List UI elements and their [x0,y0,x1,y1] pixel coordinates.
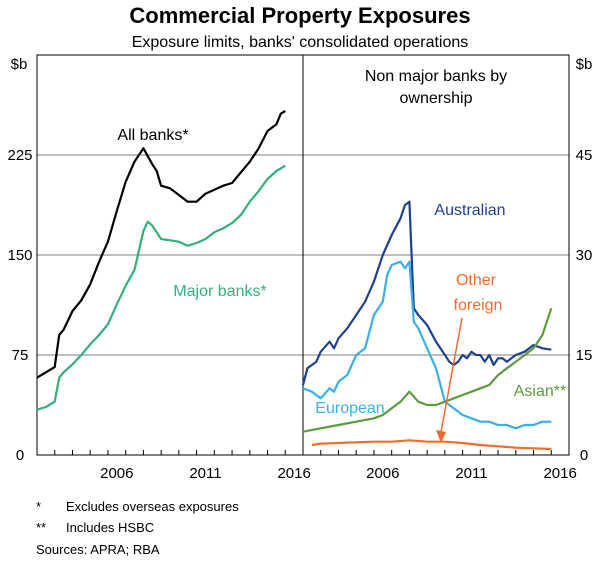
left-y-tick-label: 0 [16,447,24,464]
footnote-2-key: ** [36,520,47,535]
left-axis-unit: $b [11,56,28,73]
series-label-foreign: foreign [454,297,503,314]
footnote-2-text: Includes HSBC [66,520,155,535]
series-label-australian: Australian [434,202,505,219]
right-axis-unit: $b [576,56,593,73]
series-labels: All banks* Major banks* Australian European… [117,127,566,443]
chart-canvas: Commercial Property Exposures Exposure l… [7,3,593,482]
series-label-all-banks: All banks* [117,127,188,144]
series-lines [36,110,553,451]
series-label-other: Other [456,272,497,289]
other-foreign-arrow [440,317,463,433]
series-line-asian [302,307,553,433]
series-line-other-foreign [311,439,552,451]
left-y-tick-label: 75 [12,347,29,364]
left-x-tick-label: 2011 [189,465,221,482]
footnote-1-key: * [36,499,42,514]
right-x-tick-label: 2011 [455,465,487,482]
series-label-european: European [315,400,384,417]
footnote-1: * Excludes overseas exposures [36,498,239,515]
footnote-1-text: Excludes overseas exposures [66,499,239,514]
chart-subtitle: Exposure limits, banks' consolidated ope… [132,34,469,51]
right-y-tick-label: 45 [576,147,593,164]
series-label-major-banks: Major banks* [173,283,266,300]
sources-note: Sources: APRA; RBA [36,542,160,557]
left-x-tick-label: 2016 [277,465,310,482]
right-panel-title-line1: Non major banks by [365,68,507,85]
series-line-all-banks [36,110,286,379]
left-x-tick-label: 2006 [100,465,133,482]
series-line-major-banks [36,164,286,411]
left-y-tick-label: 150 [7,247,32,264]
left-y-tick-label: 225 [7,147,32,164]
right-y-tick-label: 15 [576,347,593,364]
series-label-asian: Asian** [514,383,566,400]
chart-title: Commercial Property Exposures [129,3,470,28]
series-line-australian [301,200,552,386]
right-panel-title-line2: ownership [400,90,473,107]
series-line-european [302,260,552,430]
footnote-2: ** Includes HSBC [36,519,154,536]
right-y-tick-label: 0 [580,447,588,464]
right-x-tick-label: 2006 [366,465,399,482]
right-y-tick-label: 30 [576,247,593,264]
right-x-tick-label: 2016 [543,465,576,482]
other-foreign-arrowhead [436,430,446,443]
